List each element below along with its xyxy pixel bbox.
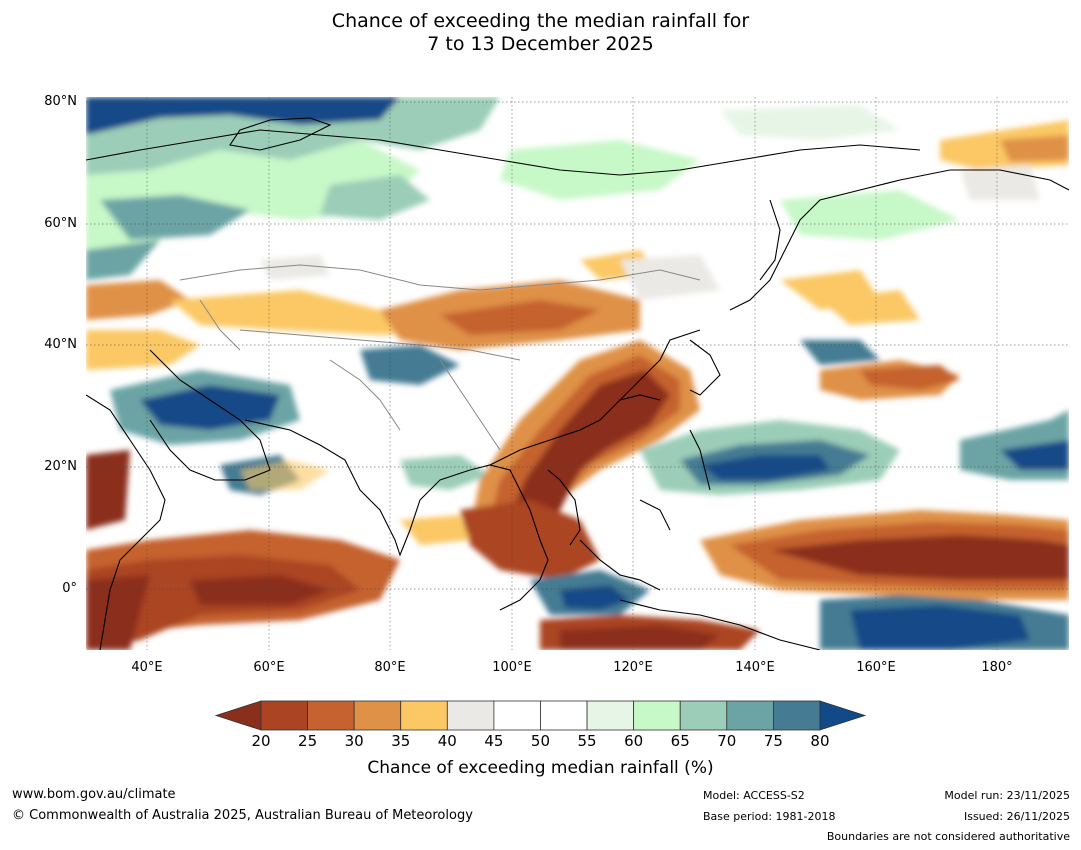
colorbar-tick-label: 20 xyxy=(251,732,271,750)
footer-model: Model: ACCESS-S2 xyxy=(703,789,805,802)
colorbar-segment xyxy=(772,700,821,731)
colorbar-tick-label: 50 xyxy=(530,732,551,750)
colorbar-tick-label: 25 xyxy=(298,732,318,750)
lat-label-20n: 20°N xyxy=(44,459,77,474)
colorbar-segment xyxy=(586,700,635,731)
lon-label-160e: 160°E xyxy=(856,660,896,675)
map-title-line-1: Chance of exceeding the median rainfall … xyxy=(331,10,750,32)
lon-label-60e: 60°E xyxy=(253,660,285,675)
lat-label-60n: 60°N xyxy=(44,216,77,231)
footer-base-period: Base period: 1981-2018 xyxy=(703,810,836,823)
colorbar-tick-label: 65 xyxy=(670,732,690,750)
colorbar-segment xyxy=(400,700,448,731)
colorbar-tick-label: 30 xyxy=(344,732,364,750)
lon-label-100e: 100°E xyxy=(492,660,532,675)
colorbar xyxy=(214,700,867,731)
lon-label-40e: 40°E xyxy=(131,660,163,675)
colorbar-tick-label: 35 xyxy=(391,732,411,750)
colorbar-segment xyxy=(446,700,495,731)
colorbar-tick-label: 40 xyxy=(437,732,457,750)
lon-label-180: 180° xyxy=(981,660,1013,675)
colorbar-title: Chance of exceeding median rainfall (%) xyxy=(367,758,714,778)
colorbar-segment xyxy=(679,700,728,731)
colorbar-tick-label: 45 xyxy=(484,732,504,750)
footer-copyright: © Commonwealth of Australia 2025, Austra… xyxy=(12,808,473,823)
lat-label-equator: 0° xyxy=(62,581,77,596)
colorbar-segment xyxy=(540,700,588,731)
colorbar-tick-label: 70 xyxy=(717,732,737,750)
lat-label-80n: 80°N xyxy=(44,94,77,109)
rainfall-map xyxy=(86,97,1069,650)
colorbar-tick-label: 80 xyxy=(810,732,830,750)
colorbar-tick-label: 55 xyxy=(577,732,597,750)
colorbar-extend-high xyxy=(819,700,867,731)
lon-label-80e: 80°E xyxy=(374,660,406,675)
colorbar-extend-low xyxy=(214,700,262,731)
colorbar-segment xyxy=(726,700,774,731)
colorbar-segment xyxy=(307,700,355,731)
map-title-line-2: 7 to 13 December 2025 xyxy=(427,33,654,55)
lon-label-140e: 140°E xyxy=(735,660,775,675)
colorbar-tick-label: 75 xyxy=(763,732,783,750)
colorbar-segment xyxy=(353,700,402,731)
colorbar-tick-label: 60 xyxy=(624,732,644,750)
colorbar-segment xyxy=(633,700,681,731)
footer-model-run: Model run: 23/11/2025 xyxy=(944,789,1070,802)
footer-url: www.bom.gov.au/climate xyxy=(12,787,176,802)
footer-disclaimer: Boundaries are not considered authoritat… xyxy=(826,830,1070,843)
footer-issued: Issued: 26/11/2025 xyxy=(963,810,1070,823)
colorbar-segment xyxy=(260,700,308,731)
colorbar-segment xyxy=(493,700,541,731)
lon-label-120e: 120°E xyxy=(613,660,653,675)
lat-label-40n: 40°N xyxy=(44,337,77,352)
